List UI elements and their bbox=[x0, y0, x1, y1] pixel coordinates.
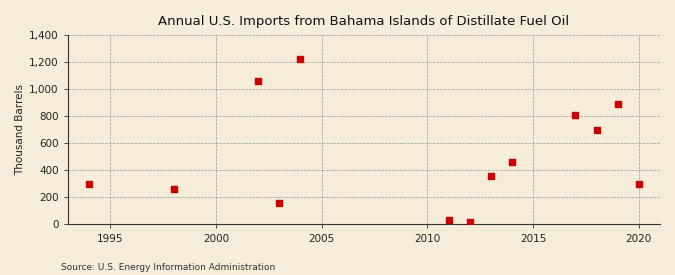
Point bbox=[295, 57, 306, 61]
Point bbox=[506, 160, 517, 164]
Point bbox=[443, 218, 454, 222]
Text: Source: U.S. Energy Information Administration: Source: U.S. Energy Information Administ… bbox=[61, 263, 275, 272]
Point bbox=[84, 182, 95, 186]
Point bbox=[612, 102, 623, 106]
Point bbox=[274, 201, 285, 206]
Point bbox=[464, 220, 475, 225]
Point bbox=[485, 174, 496, 178]
Point bbox=[570, 112, 580, 117]
Point bbox=[252, 79, 263, 83]
Point bbox=[591, 127, 602, 132]
Y-axis label: Thousand Barrels: Thousand Barrels bbox=[15, 84, 25, 175]
Point bbox=[633, 182, 644, 186]
Point bbox=[168, 187, 179, 191]
Title: Annual U.S. Imports from Bahama Islands of Distillate Fuel Oil: Annual U.S. Imports from Bahama Islands … bbox=[159, 15, 570, 28]
